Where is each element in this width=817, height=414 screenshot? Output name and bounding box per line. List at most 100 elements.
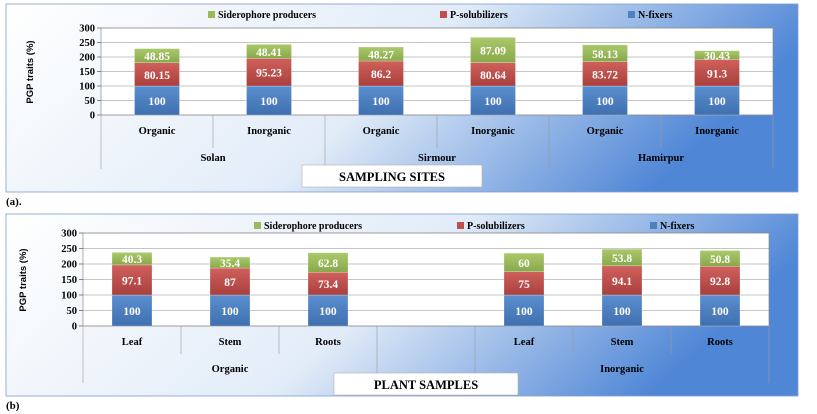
x-tick-label: Roots: [707, 337, 733, 348]
bar-segment: [582, 44, 628, 62]
x-tick-label: Roots: [315, 337, 341, 348]
legend-label: Siderophore producers: [264, 221, 362, 232]
data-label: 83.72: [592, 69, 618, 81]
bar-segment: [134, 48, 180, 64]
y-tick-label: 300: [79, 24, 95, 35]
bar-segment: [699, 265, 741, 296]
data-label: 100: [260, 96, 278, 108]
data-label: 91.3: [707, 68, 727, 80]
y-tick-label: 0: [90, 111, 95, 122]
bar-segment: [470, 37, 516, 63]
data-label: 80.64: [480, 70, 506, 82]
data-label: 100: [484, 96, 502, 108]
y-axis-label: PGP traits (%): [25, 40, 36, 103]
data-label: 100: [123, 306, 141, 318]
bar-segment: [209, 256, 251, 269]
data-label: 100: [708, 96, 726, 108]
data-label: 50.8: [710, 254, 730, 266]
data-label: 48.27: [368, 50, 394, 62]
x-axis-title: SAMPLING SITES: [339, 170, 445, 184]
bar-segment: [111, 294, 153, 327]
data-label: 87.09: [480, 45, 506, 57]
y-tick-label: 50: [67, 306, 78, 317]
bar-segment: [307, 294, 349, 327]
bar-segment: [582, 85, 628, 116]
x-tick-label: Stem: [611, 337, 634, 348]
data-label: 75: [518, 279, 530, 291]
chart-panel-b: 0 50 100 150 200 250 300 PGP traits (%) Sideroph…: [5, 213, 799, 397]
data-label: 35.4: [220, 258, 240, 270]
legend-swatch: [650, 222, 657, 229]
bar-segment: [601, 248, 643, 267]
x-group-label: Organic: [212, 364, 249, 375]
legend-label: Siderophore producers: [218, 10, 316, 21]
data-label: 53.8: [612, 253, 632, 265]
x-group-label: Solan: [200, 153, 225, 164]
y-tick-label: 300: [61, 229, 77, 240]
bar-segment: [358, 60, 404, 87]
data-label: 87: [224, 277, 236, 289]
data-label: 80.15: [144, 70, 170, 82]
y-tick-label: 150: [79, 67, 95, 78]
data-label: 30.43: [704, 51, 730, 63]
legend-swatch: [457, 222, 464, 229]
legend-swatch: [440, 11, 447, 18]
bar-segment: [358, 46, 404, 62]
bar-segment: [246, 85, 292, 116]
x-axis-title: PLANT SAMPLES: [374, 378, 478, 392]
y-tick-label: 200: [61, 260, 77, 271]
bar-segment: [503, 294, 545, 327]
data-label: 94.1: [612, 276, 632, 288]
y-tick-label: 250: [61, 244, 77, 255]
legend-swatch: [208, 11, 215, 18]
data-label: 40.3: [122, 254, 142, 266]
data-label: 100: [372, 96, 390, 108]
data-label: 97.1: [122, 275, 142, 287]
panel-label-a: (a).: [6, 196, 22, 208]
legend-label: N-fixers: [638, 10, 673, 21]
data-label: 92.8: [710, 276, 730, 288]
bar-segment: [307, 252, 349, 273]
x-tick-label: Leaf: [122, 337, 143, 348]
legend-swatch: [628, 11, 635, 18]
data-label: 48.85: [144, 51, 170, 63]
x-group-label: Hamirpur: [638, 153, 684, 164]
data-label: 73.4: [318, 279, 338, 291]
y-tick-label: 150: [61, 275, 77, 286]
x-tick-label: Inorganic: [695, 126, 739, 137]
x-axis-title-box: [333, 372, 519, 396]
data-label: 100: [148, 96, 166, 108]
chart-panel-a: 0 50 100 150 200 250 300 PGP traits (%) Sideroph…: [5, 3, 799, 193]
data-label: 60: [518, 258, 530, 270]
data-label: 100: [515, 306, 533, 318]
x-tick-label: Organic: [363, 126, 400, 137]
x-tick-label: Organic: [139, 126, 176, 137]
bar-segment: [699, 294, 741, 327]
bar-segment: [111, 264, 153, 296]
bar-segment: [209, 267, 251, 296]
y-axis-label: PGP traits (%): [18, 248, 29, 311]
data-label: 95.23: [256, 68, 282, 80]
bar-segment: [134, 85, 180, 116]
legend-label: P-solubilizers: [467, 221, 525, 232]
y-tick-label: 100: [61, 291, 77, 302]
bar-segment: [582, 61, 628, 87]
data-label: 86.2: [371, 69, 391, 81]
bar-segment: [699, 250, 741, 267]
data-label: 100: [319, 306, 337, 318]
legend-label: P-solubilizers: [450, 10, 508, 21]
data-label: 100: [711, 306, 729, 318]
y-tick-label: 100: [79, 82, 95, 93]
x-tick-label: Organic: [587, 126, 624, 137]
panel-label-b: (b): [6, 400, 20, 412]
bar-segment: [246, 44, 292, 59]
y-tick-label: 50: [85, 96, 96, 107]
y-tick-label: 250: [79, 38, 95, 49]
data-label: 62.8: [318, 258, 338, 270]
y-tick-label: 0: [72, 322, 77, 333]
bar-segment: [246, 58, 292, 87]
data-label: 100: [221, 306, 239, 318]
y-tick-label: 200: [79, 53, 95, 64]
bar-segment: [503, 252, 545, 272]
